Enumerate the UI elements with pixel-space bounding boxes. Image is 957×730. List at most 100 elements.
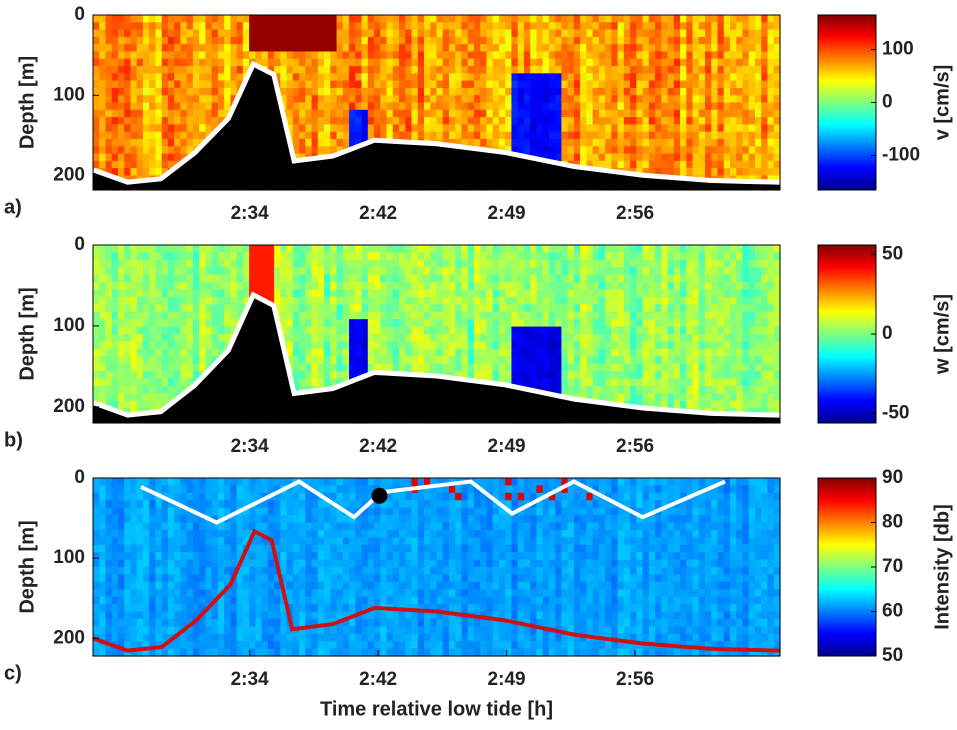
field-cell xyxy=(237,304,244,312)
field-cell xyxy=(693,401,700,409)
field-cell xyxy=(686,37,693,45)
field-cell xyxy=(711,88,718,96)
field-cell xyxy=(168,88,175,96)
field-cell xyxy=(768,30,775,38)
field-cell xyxy=(368,334,375,342)
field-cell xyxy=(330,59,337,67)
field-cell xyxy=(686,260,693,268)
field-cell xyxy=(580,30,587,38)
field-cell xyxy=(180,44,187,52)
field-cell xyxy=(162,110,169,118)
field-cell xyxy=(324,30,331,38)
field-cell xyxy=(193,356,200,364)
field-cell xyxy=(549,95,556,103)
field-cell xyxy=(418,30,425,38)
field-cell xyxy=(474,132,481,140)
colorbar-tick-label: 0 xyxy=(882,92,893,113)
field-cell xyxy=(718,139,725,147)
field-cell xyxy=(555,73,562,81)
field-cell xyxy=(187,290,194,298)
field-cell xyxy=(524,22,531,30)
field-cell xyxy=(137,51,144,59)
field-cell xyxy=(174,139,181,147)
field-cell xyxy=(393,356,400,364)
field-cell xyxy=(768,51,775,59)
field-cell xyxy=(424,15,431,23)
field-cell xyxy=(143,290,150,298)
field-cell xyxy=(112,290,119,298)
field-cell xyxy=(680,161,687,169)
field-cell xyxy=(474,22,481,30)
field-cell xyxy=(555,117,562,125)
field-cell xyxy=(255,282,262,290)
field-cell xyxy=(486,267,493,275)
field-cell xyxy=(130,341,137,349)
field-cell xyxy=(630,88,637,96)
field-cell xyxy=(343,327,350,335)
field-cell xyxy=(443,267,450,275)
field-cell xyxy=(530,297,537,305)
field-cell xyxy=(511,22,518,30)
field-cell xyxy=(486,252,493,260)
field-cell xyxy=(393,245,400,253)
field-cell xyxy=(636,110,643,118)
field-cell xyxy=(299,124,306,132)
field-cell xyxy=(230,304,237,312)
field-cell xyxy=(661,349,668,357)
field-cell xyxy=(561,304,568,312)
field-cell xyxy=(511,267,518,275)
field-cell xyxy=(118,30,125,38)
field-cell xyxy=(280,245,287,253)
field-cell xyxy=(743,73,750,81)
field-cell xyxy=(661,103,668,111)
field-cell xyxy=(693,260,700,268)
field-cell xyxy=(124,132,131,140)
field-cell xyxy=(193,364,200,372)
field-cell xyxy=(480,95,487,103)
field-cell xyxy=(137,267,144,275)
field-cell xyxy=(399,260,406,268)
field-cell xyxy=(493,117,500,125)
field-cell xyxy=(511,252,518,260)
field-cell xyxy=(605,73,612,81)
field-cell xyxy=(149,371,156,379)
field-cell xyxy=(499,334,506,342)
field-cell xyxy=(668,37,675,45)
field-cell xyxy=(686,95,693,103)
field-cell xyxy=(330,124,337,132)
field-cell xyxy=(511,312,518,320)
field-cell xyxy=(424,124,431,132)
field-cell xyxy=(187,349,194,357)
field-cell xyxy=(561,59,568,67)
field-cell xyxy=(661,81,668,89)
field-cell xyxy=(168,356,175,364)
field-cell xyxy=(599,245,606,253)
field-cell xyxy=(686,297,693,305)
field-cell xyxy=(380,66,387,74)
field-cell xyxy=(305,304,312,312)
field-cell xyxy=(399,73,406,81)
field-cell xyxy=(193,349,200,357)
field-cell xyxy=(611,103,618,111)
field-cell xyxy=(187,297,194,305)
field-cell xyxy=(405,132,412,140)
field-cell xyxy=(493,260,500,268)
field-cell xyxy=(461,267,468,275)
field-cell xyxy=(418,95,425,103)
field-cell xyxy=(268,22,275,30)
field-cell xyxy=(568,304,575,312)
field-cell xyxy=(124,327,131,335)
field-cell xyxy=(393,304,400,312)
field-cell xyxy=(124,275,131,283)
field-cell xyxy=(155,319,162,327)
field-cell xyxy=(643,22,650,30)
field-cell xyxy=(349,132,356,140)
field-cell xyxy=(455,15,462,23)
field-cell xyxy=(174,146,181,154)
field-cell xyxy=(643,393,650,401)
field-cell xyxy=(305,81,312,89)
field-cell xyxy=(518,312,525,320)
field-cell xyxy=(574,386,581,394)
field-cell xyxy=(349,312,356,320)
